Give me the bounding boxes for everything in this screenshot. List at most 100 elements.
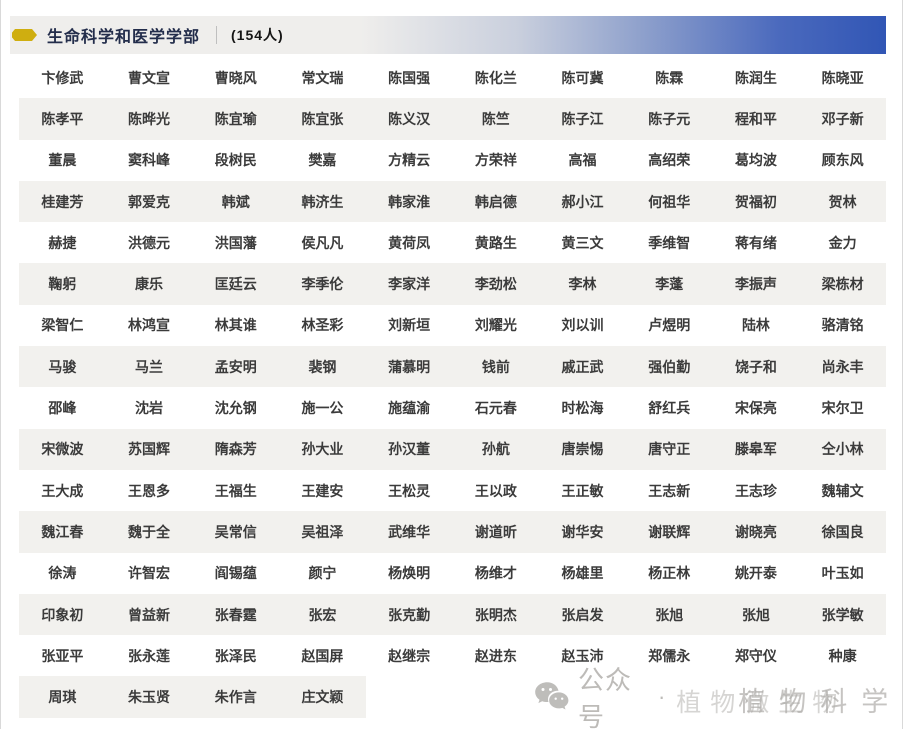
member-name-cell: 陈晔光: [105, 98, 193, 140]
member-name-cell: 陈宜瑜: [192, 98, 280, 140]
member-name-cell: 徐国良: [799, 511, 886, 553]
member-name-cell: 张春霆: [192, 593, 280, 636]
member-name-cell: 王以政: [452, 469, 540, 512]
member-name-cell: 杨雄里: [539, 552, 626, 594]
member-name-cell: 葛均波: [712, 139, 800, 181]
member-name-cell: 张旭: [712, 593, 800, 636]
member-name-cell: 邓子新: [799, 98, 886, 140]
member-name-cell: 陈子元: [625, 98, 713, 140]
member-name-cell: 刘耀光: [452, 304, 540, 347]
member-name-cell: 颜宁: [279, 552, 366, 594]
member-name-cell: 唐崇惕: [539, 428, 626, 470]
member-name-cell: 苏国辉: [105, 428, 193, 470]
member-name-cell: 黄荷凤: [365, 222, 453, 264]
member-name-cell: 黄路生: [452, 222, 540, 264]
member-name-cell: 赵国屏: [279, 635, 366, 677]
member-name-cell: 王恩多: [105, 469, 193, 512]
member-name-cell: 郑儒永: [625, 635, 713, 677]
member-name-cell: 刘新垣: [365, 304, 453, 347]
member-name-cell: 饶子和: [712, 346, 800, 388]
member-name-cell: 钱前: [452, 346, 540, 388]
member-name-cell: 宋保亮: [712, 387, 800, 429]
member-name-cell: 吴常信: [192, 511, 280, 553]
member-name-cell: 张克勤: [365, 593, 453, 636]
member-name-cell: 陈子江: [539, 98, 626, 140]
member-name-cell: 贺福初: [712, 180, 800, 223]
member-name-cell: 谢华安: [539, 511, 626, 553]
member-name-cell: 方精云: [365, 139, 453, 181]
member-name-cell: 赫捷: [19, 222, 106, 264]
member-name-cell: 杨焕明: [365, 552, 453, 594]
member-name-cell: 李振声: [712, 263, 800, 305]
member-name-cell: 梁栋材: [799, 263, 886, 305]
member-name-cell: 沈允钢: [192, 387, 280, 429]
member-name-cell: 强伯勤: [625, 346, 713, 388]
member-name-cell: 陈宜张: [279, 98, 366, 140]
member-name-cell: 李劲松: [452, 263, 540, 305]
member-name-cell: 董晨: [19, 139, 106, 181]
member-name-cell: 宋尔卫: [799, 387, 886, 429]
member-name-cell: 王松灵: [365, 469, 453, 512]
member-name-cell: 曹文宣: [105, 57, 193, 99]
member-name-cell: 陈化兰: [452, 57, 540, 99]
member-name-cell: 韩斌: [192, 180, 280, 223]
member-name-cell: 蒋有绪: [712, 222, 800, 264]
member-name-cell: 何祖华: [625, 180, 713, 223]
member-name-cell: 郭爱克: [105, 180, 193, 223]
member-name-cell: 韩济生: [279, 180, 366, 223]
member-name-cell: 马骏: [19, 346, 106, 388]
member-name-cell: 仝小林: [799, 428, 886, 470]
member-count: (154人): [231, 27, 284, 43]
member-name-cell: 洪德元: [105, 222, 193, 264]
member-name-cell: 卞修武: [19, 57, 106, 99]
watermark-text-front: 植物科学: [738, 687, 903, 717]
member-name-cell: 王志珍: [712, 469, 800, 512]
member-name-cell: 卢煜明: [625, 304, 713, 347]
member-name-cell: 沈岩: [105, 387, 193, 429]
member-name-cell: 孙航: [452, 428, 540, 470]
member-name-cell: 徐涛: [19, 552, 106, 594]
member-name-cell: 高福: [539, 139, 626, 181]
header-divider: [216, 26, 218, 44]
member-name-cell: 周琪: [19, 676, 106, 718]
member-name-cell: 窦科峰: [105, 139, 193, 181]
member-name-cell: 吴祖泽: [279, 511, 366, 553]
member-name-cell: 张学敏: [799, 593, 886, 636]
member-name-cell: 桂建芳: [19, 180, 106, 223]
member-name-cell: 谢晓亮: [712, 511, 800, 553]
member-name-cell: 裴钢: [279, 346, 366, 388]
member-name-cell: 王大成: [19, 469, 106, 512]
member-name-cell: 林其谁: [192, 304, 280, 347]
member-name-cell: 张泽民: [192, 635, 280, 677]
member-name-cell: 赵玉沛: [539, 635, 626, 677]
member-name-cell: 时松海: [539, 387, 626, 429]
member-name-cell: 赵继宗: [365, 635, 453, 677]
member-name-cell: 王志新: [625, 469, 713, 512]
member-name-cell: 李家洋: [365, 263, 453, 305]
member-name-cell: 贺林: [799, 180, 886, 223]
member-name-cell: 舒红兵: [625, 387, 713, 429]
member-name-cell: 孙大业: [279, 428, 366, 470]
member-name-cell: 曹晓风: [192, 57, 280, 99]
member-name-cell: 张明杰: [452, 593, 540, 636]
member-name-cell: 王建安: [279, 469, 366, 512]
member-name-cell: 骆清铭: [799, 304, 886, 347]
member-name-cell: 郝小江: [539, 180, 626, 223]
member-name-cell: 种康: [799, 635, 886, 677]
section-title: 生命科学和医学学部: [47, 29, 201, 46]
member-name-cell: 魏于全: [105, 511, 193, 553]
member-name-cell: 陆林: [712, 304, 800, 347]
watermark-overlay: 植物微生物 植物科学: [676, 680, 902, 717]
member-name-cell: 匡廷云: [192, 263, 280, 305]
member-name-cell: 姚开泰: [712, 552, 800, 594]
member-name-cell: 陈竺: [452, 98, 540, 140]
member-name-cell: 郑守仪: [712, 635, 800, 677]
member-name-cell: 张旭: [625, 593, 713, 636]
member-name-cell: 陈润生: [712, 57, 800, 99]
member-name-cell: 李林: [539, 263, 626, 305]
section-header: 生命科学和医学学部 (154人): [10, 16, 886, 54]
watermark: 公众号 · 植物微生物 植物科学: [534, 665, 902, 729]
member-name-cell: 庄文颖: [279, 676, 366, 718]
member-name-cell: 常文瑞: [279, 57, 366, 99]
member-name-cell: 孙汉董: [365, 428, 453, 470]
